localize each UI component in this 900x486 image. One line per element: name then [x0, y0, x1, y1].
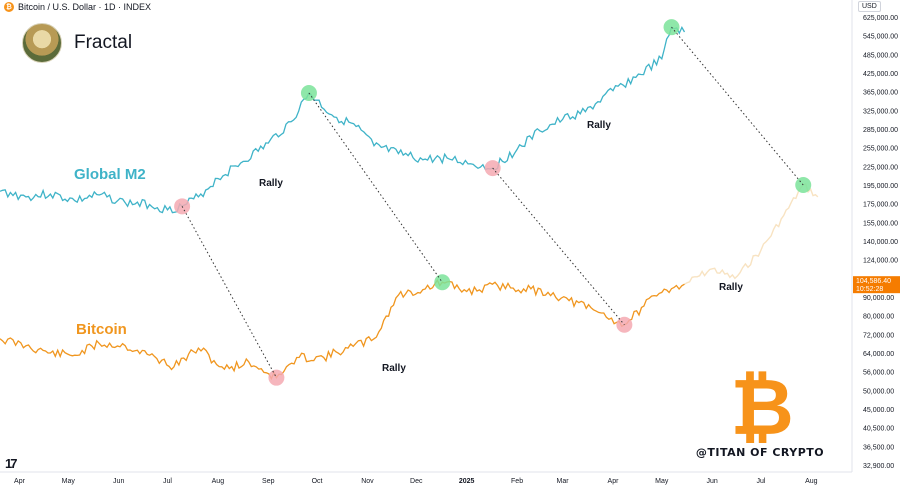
y-tick-label: 155,000.00 [863, 220, 898, 227]
lag-connector-line [671, 26, 804, 186]
top-marker [434, 274, 451, 291]
x-tick-label: Jul [756, 478, 765, 485]
y-tick-label: 545,000.00 [863, 34, 898, 41]
y-tick-label: 140,000.00 [863, 239, 898, 246]
symbol-title: Bitcoin / U.S. Dollar · 1D · INDEX [18, 2, 152, 12]
x-tick-label: Jun [113, 478, 124, 485]
bitcoin-line [0, 279, 685, 381]
y-tick-label: 90,000.00 [863, 295, 894, 302]
global-m2-line [0, 25, 686, 214]
x-tick-label: Jul [163, 478, 172, 485]
x-tick-label: Jun [707, 478, 718, 485]
x-tick-label: Aug [805, 478, 818, 485]
y-tick-label: 195,000.00 [863, 183, 898, 190]
x-tick-label: Nov [361, 478, 374, 485]
y-tick-label: 325,000.00 [863, 108, 898, 115]
rally-label: Rally [259, 178, 283, 189]
y-tick-label: 50,000.00 [863, 388, 894, 395]
series-label-global-m2: Global M2 [74, 166, 146, 183]
price-axis-background [852, 0, 900, 486]
y-tick-label: 255,000.00 [863, 146, 898, 153]
x-tick-label: Oct [312, 478, 323, 485]
x-tick-label: Mar [557, 478, 570, 485]
brand-block: Fractal [22, 23, 132, 63]
y-tick-label: 80,000.00 [863, 314, 894, 321]
y-tick-label: 32,900.00 [863, 463, 894, 470]
current-price-time: 10:52:28 [856, 286, 883, 293]
y-tick-label: 124,000.00 [863, 258, 898, 265]
bottom-marker [268, 369, 285, 386]
y-tick-label: 72,000.00 [863, 332, 894, 339]
y-tick-label: 485,000.00 [863, 52, 898, 59]
bitcoin-projection-line [684, 183, 819, 285]
y-tick-label: 64,000.00 [863, 351, 894, 358]
current-price-tag [853, 276, 900, 294]
bitcoin-logo-glyph: ₿ [730, 363, 794, 453]
x-tick-label: May [62, 478, 76, 485]
top-marker [795, 177, 812, 193]
x-tick-label: Dec [410, 478, 423, 485]
x-tick-label: Sep [262, 478, 275, 485]
y-tick-label: 225,000.00 [863, 164, 898, 171]
brand-name: Fractal [74, 32, 133, 53]
bitcoin-coin-icon: ₿ [4, 2, 14, 12]
y-tick-label: 365,000.00 [863, 90, 898, 97]
series-label-bitcoin: Bitcoin [76, 321, 127, 338]
y-tick-label: 625,000.00 [863, 15, 898, 22]
y-tick-label: 36,500.00 [863, 444, 894, 451]
profile-avatar-icon [22, 23, 62, 63]
bitcoin-logo-icon: ₿ [730, 363, 794, 453]
currency-button[interactable]: USD [858, 1, 881, 12]
y-tick-label: 285,000.00 [863, 127, 898, 134]
y-tick-label: 45,000.00 [863, 407, 894, 414]
y-tick-label: 175,000.00 [863, 202, 898, 209]
tradingview-logo-icon[interactable]: 17 [5, 456, 18, 471]
rally-label: Rally [587, 120, 611, 131]
x-tick-label: 2025 [459, 478, 475, 485]
lag-connector-line [181, 206, 277, 378]
y-tick-label: 40,500.00 [863, 426, 894, 433]
current-price-value: 104,586.40 [856, 278, 891, 285]
y-tick-label: 425,000.00 [863, 71, 898, 78]
x-tick-label: May [655, 478, 669, 485]
x-tick-label: Apr [608, 478, 620, 485]
symbol-header[interactable]: ₿ Bitcoin / U.S. Dollar · 1D · INDEX [4, 2, 151, 12]
x-tick-label: Apr [14, 478, 26, 485]
y-tick-label: 56,000.00 [863, 370, 894, 377]
x-tick-label: Feb [511, 478, 523, 485]
x-tick-label: Aug [212, 478, 225, 485]
watermark-handle: @TITAN OF CRYPTO [696, 446, 824, 459]
rally-label: Rally [382, 363, 406, 374]
lag-connector-line [308, 92, 443, 283]
rally-label: Rally [719, 282, 743, 293]
